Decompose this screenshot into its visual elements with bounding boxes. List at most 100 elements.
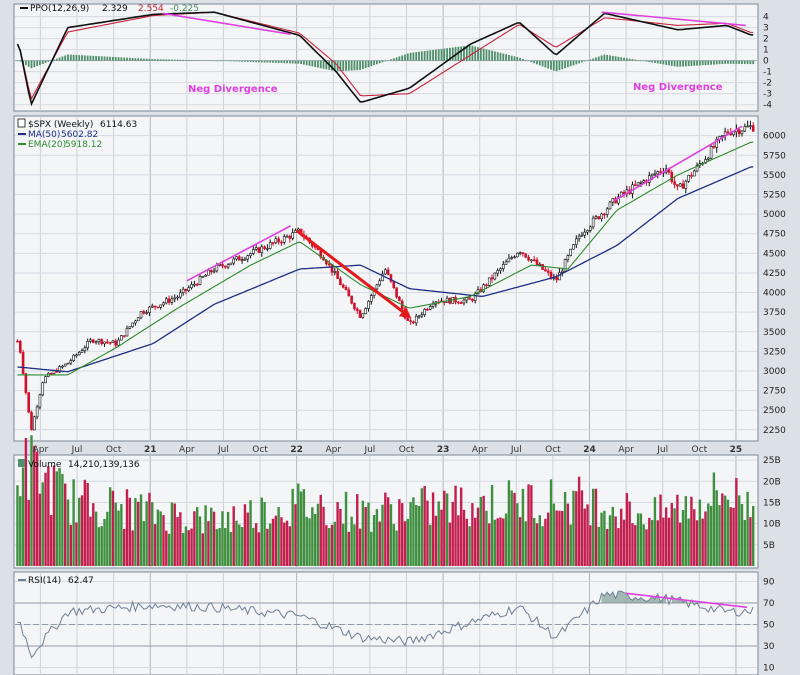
price-candle-body (86, 341, 89, 349)
price-candle-body (490, 277, 494, 280)
volume-bar (726, 499, 730, 566)
price-candle-body (243, 258, 247, 261)
volume-bar (176, 516, 179, 566)
ppo-histogram-bar (297, 60, 300, 64)
price-candle-body (21, 352, 25, 374)
volume-bar (361, 500, 365, 566)
volume-bar (667, 517, 671, 566)
volume-bar (631, 523, 634, 566)
price-candle-body (684, 180, 688, 189)
price-candle-body (117, 339, 120, 346)
price-candle-body (207, 269, 210, 276)
decline-arrow-head (398, 306, 412, 319)
ppo-histogram-bar (426, 50, 429, 61)
volume-bar (521, 488, 525, 566)
volume-bar (327, 528, 331, 566)
volume-bar (395, 530, 398, 566)
volume-bar (80, 495, 84, 566)
volume-bar (642, 524, 645, 566)
price-candle-body (398, 296, 401, 302)
volume-bar (114, 502, 117, 566)
volume-bar (420, 488, 424, 566)
ppo-histogram-bar (713, 60, 715, 65)
volume-bar (389, 504, 393, 566)
volume-bar (316, 503, 320, 566)
price-candle-body (414, 315, 418, 324)
price-tick-label: 4000 (763, 289, 786, 299)
ppo-histogram-bar (465, 45, 468, 61)
price-candle-body (18, 340, 22, 353)
price-candle-body (524, 253, 528, 258)
x-tick-label: Apr (325, 445, 341, 455)
volume-bar (159, 511, 162, 566)
ppo-histogram-bar (24, 60, 27, 66)
price-candle-body (605, 208, 609, 215)
price-candle-body (378, 280, 382, 286)
ppo-tick-label: 1 (763, 46, 769, 56)
ppo-histogram-bar (628, 58, 631, 61)
volume-bar (384, 492, 387, 566)
volume-bar (386, 497, 390, 566)
price-candle-body (134, 320, 137, 324)
volume-bar (749, 517, 752, 566)
volume-bar (210, 507, 213, 566)
ppo-histogram-bar (508, 54, 510, 61)
x-tick-label: Jul (71, 445, 83, 455)
price-candle-body (49, 373, 53, 375)
price-candle-body (426, 308, 429, 311)
ppo-histogram-bar (527, 60, 530, 62)
ppo-histogram-bar (595, 57, 597, 61)
price-candle-body (136, 317, 140, 322)
price-candle-body (406, 317, 410, 321)
volume-bar (69, 524, 73, 566)
price-candle-body (721, 135, 724, 137)
price-candle-body (156, 306, 160, 309)
price-candle-body (254, 247, 258, 250)
ppo-histogram-bar (339, 60, 342, 72)
volume-bar (266, 528, 269, 566)
price-candle-body (670, 172, 674, 182)
volume-bar (38, 493, 42, 566)
ppo-tick-label: 2 (763, 35, 769, 45)
volume-bar (372, 515, 376, 566)
volume-bar (311, 507, 314, 566)
price-candle-body (170, 298, 174, 303)
ppo-histogram-bar (201, 60, 204, 61)
volume-bar (173, 503, 176, 566)
volume-bar (291, 488, 294, 566)
rsi-legend-name: RSI(14) (28, 576, 61, 586)
volume-bar (577, 476, 581, 566)
volume-bar (274, 515, 278, 566)
ppo-histogram-bar (496, 52, 499, 61)
ppo-histogram-bar (662, 60, 665, 65)
price-candle-body (653, 173, 657, 176)
ppo-histogram-bar (479, 47, 482, 61)
price-candle-body (507, 257, 511, 263)
ppo-histogram-bar (572, 60, 575, 66)
price-candle-body (41, 382, 45, 396)
ppo-histogram-bar (224, 60, 227, 62)
ppo-histogram-bar (359, 60, 361, 70)
volume-bar (212, 511, 216, 566)
ppo-histogram-bar (558, 60, 561, 71)
ppo-histogram-bar (648, 60, 651, 63)
ema20-legend-value: 5918.12 (65, 140, 102, 150)
price-tick-label: 4750 (763, 230, 786, 240)
volume-bar (232, 506, 235, 566)
ppo-histogram-bar (305, 60, 308, 66)
volume-bar (673, 508, 676, 566)
price-trendline-2024 (613, 125, 743, 202)
ppo-histogram-bar (477, 47, 479, 61)
ppo-histogram-bar (423, 51, 426, 61)
volume-bar (153, 524, 157, 566)
ppo-histogram-bar (162, 59, 165, 61)
ppo-histogram-bar (432, 49, 434, 61)
price-candle-body (66, 362, 70, 365)
x-tick-label: Jul (510, 445, 522, 455)
volume-bar (94, 511, 98, 566)
volume-bar (445, 493, 449, 566)
volume-bar (566, 503, 570, 566)
volume-bar (134, 498, 137, 566)
price-candle-body (381, 273, 384, 282)
ppo-histogram-bar (656, 60, 659, 64)
